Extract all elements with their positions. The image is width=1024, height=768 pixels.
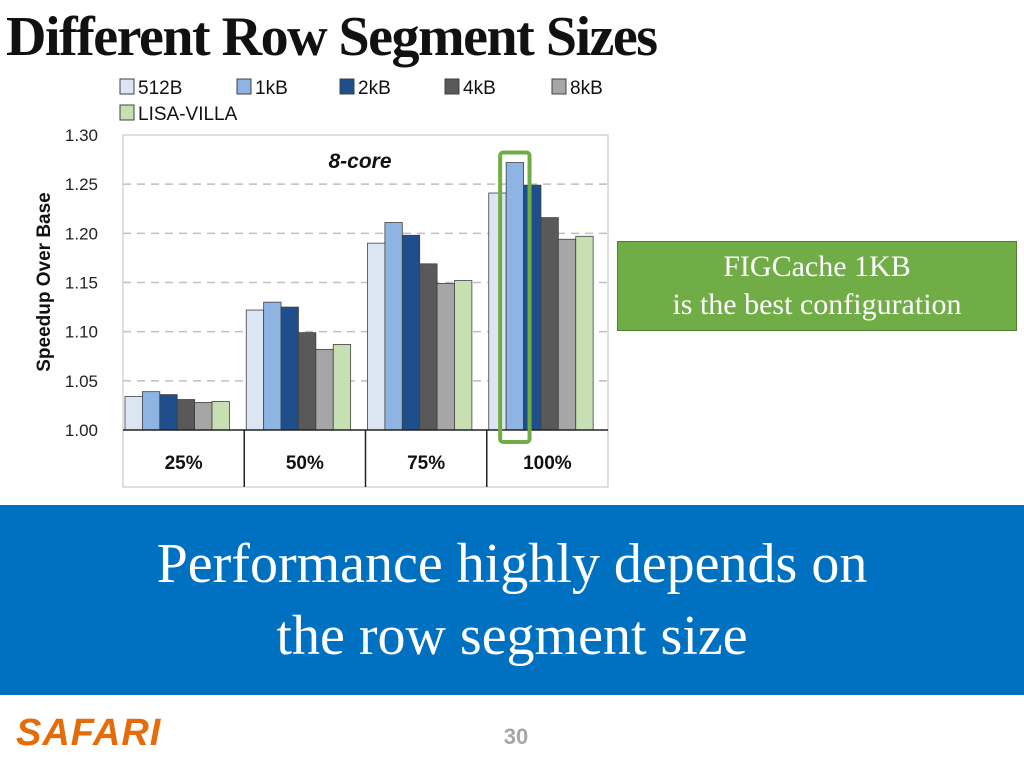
page-number: 30 — [503, 724, 529, 749]
bar-LISA-VILLA-25% — [211, 401, 230, 431]
callout-box: FIGCache 1KB is the best configuration — [617, 241, 1017, 331]
legend-label: 4kB — [463, 78, 496, 99]
bar-512B-75% — [367, 242, 386, 431]
bar-4kB-75% — [419, 263, 438, 431]
legend-label: 512B — [138, 78, 182, 99]
bar-2kB-75% — [401, 234, 421, 431]
slide-title: Different Row Segment Sizes — [6, 6, 658, 68]
callout-line-1: FIGCache 1KB — [723, 250, 911, 283]
bar-LISA-VILLA-100% — [575, 235, 594, 431]
legend-swatch — [236, 78, 252, 95]
chart-bars — [124, 162, 594, 431]
bar-LISA-VILLA-75% — [454, 280, 473, 431]
bar-1kB-50% — [263, 301, 282, 431]
legend-swatch — [444, 78, 460, 95]
bar-8kB-100% — [557, 238, 577, 431]
speedup-bar-chart: 512B 1kB 2kB 4kB 8kB LISA-VILLA 25% 50% 75% 100%… — [34, 78, 609, 488]
chart-gridlines — [123, 183, 608, 382]
x-tick-label: 50% — [286, 453, 324, 474]
chart-y-labels: 1.00 1.05 1.10 1.15 1.20 1.25 1.30 — [65, 126, 98, 440]
legend-swatch — [339, 78, 355, 95]
legend-swatch — [119, 104, 135, 121]
callout-line-2: is the best configuration — [672, 288, 962, 321]
banner-line-1: Performance highly depends on — [156, 533, 868, 595]
bar-4kB-100% — [540, 217, 559, 431]
chart-annotation: 8-core — [328, 150, 391, 173]
bar-8kB-75% — [436, 283, 455, 431]
bar-4kB-25% — [176, 399, 195, 431]
legend-swatch — [551, 78, 567, 95]
legend-label: 1kB — [255, 78, 288, 99]
y-tick-label: 1.20 — [65, 224, 98, 243]
y-tick-label: 1.00 — [65, 421, 98, 440]
bar-2kB-25% — [159, 394, 178, 431]
legend-swatch — [119, 78, 135, 95]
takeaway-banner: Performance highly depends on the row se… — [0, 505, 1024, 695]
legend-label: 2kB — [358, 78, 391, 99]
x-tick-label: 25% — [165, 453, 203, 474]
y-tick-label: 1.30 — [65, 126, 98, 145]
y-tick-label: 1.05 — [65, 372, 98, 391]
y-axis-label: Speedup Over Base — [34, 192, 55, 372]
bar-512B-50% — [245, 309, 265, 431]
bar-2kB-50% — [280, 306, 299, 431]
bar-1kB-100% — [505, 162, 524, 431]
y-tick-label: 1.10 — [65, 323, 98, 342]
bar-8kB-50% — [315, 348, 334, 431]
x-tick-label: 75% — [407, 453, 445, 474]
safari-logo: SAFARI — [16, 712, 162, 754]
bar-LISA-VILLA-50% — [332, 344, 352, 431]
bar-512B-25% — [124, 396, 143, 431]
y-tick-label: 1.15 — [65, 274, 98, 293]
y-tick-label: 1.25 — [65, 175, 98, 194]
x-tick-label: 100% — [523, 453, 572, 474]
bar-2kB-100% — [523, 184, 542, 431]
chart-x-labels: 25% 50% 75% 100% — [165, 453, 572, 474]
chart-axes — [123, 429, 608, 487]
chart-legend: 512B 1kB 2kB 4kB 8kB LISA-VILLA — [119, 78, 603, 125]
bar-8kB-25% — [194, 402, 213, 431]
highlight-box — [498, 150, 532, 445]
banner-line-2: the row segment size — [276, 605, 748, 667]
bar-1kB-25% — [141, 391, 161, 431]
bar-1kB-75% — [384, 222, 403, 431]
bar-4kB-50% — [298, 332, 317, 431]
legend-label: LISA-VILLA — [138, 104, 238, 125]
bar-512B-100% — [488, 192, 507, 431]
legend-label: 8kB — [570, 78, 603, 99]
